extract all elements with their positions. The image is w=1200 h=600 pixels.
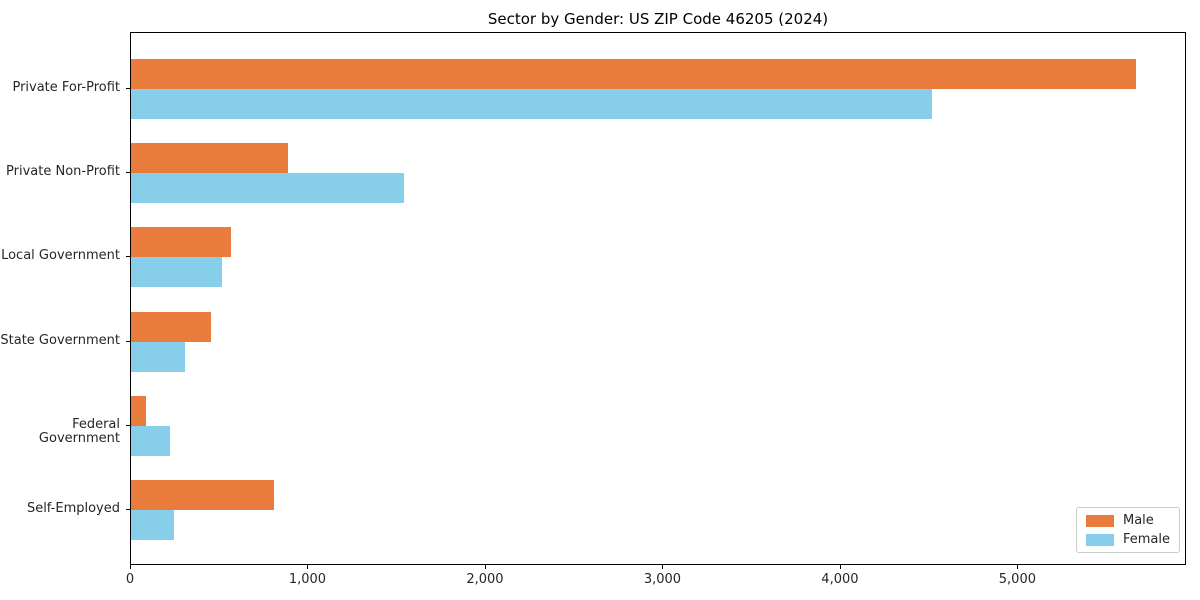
chart-title: Sector by Gender: US ZIP Code 46205 (202… [487, 10, 829, 28]
y-tick-self-employed [126, 509, 130, 510]
bar-male-private-non-profit [131, 143, 289, 174]
bar-male-state-government [131, 311, 211, 342]
x-label-5000: 5,000 [998, 572, 1036, 587]
legend: Male Female [1075, 507, 1180, 553]
bar-female-state-government [131, 341, 186, 372]
x-tick-0 [130, 565, 131, 569]
bars-container [131, 33, 1185, 564]
bar-male-self-employed [131, 480, 274, 510]
legend-label-female: Female [1122, 532, 1170, 547]
legend-swatch-female [1085, 533, 1114, 546]
x-label-1000: 1,000 [288, 572, 327, 587]
bar-female-private-for-profit [131, 89, 933, 119]
bar-female-federal-government [131, 425, 171, 456]
y-tick-private-non-profit [126, 172, 130, 174]
x-tick-1000 [307, 565, 309, 569]
legend-swatch-male [1085, 514, 1114, 527]
y-label-private-non-profit: Private Non-Profit [6, 164, 120, 180]
y-label-private-for-profit: Private For-Profit [12, 80, 120, 95]
bar-female-private-non-profit [131, 173, 405, 204]
plot-area: Male Female [130, 32, 1186, 565]
y-tick-local-government [126, 256, 130, 258]
y-tick-private-for-profit [126, 88, 130, 89]
x-tick-3000 [662, 565, 664, 569]
y-tick-federal-government [126, 424, 130, 426]
y-tick-state-government [126, 340, 130, 342]
bar-male-federal-government [131, 395, 147, 426]
y-label-self-employed: Self-Employed [26, 501, 120, 516]
legend-item-male: Male [1085, 513, 1170, 528]
legend-item-female: Female [1085, 532, 1170, 547]
bar-male-local-government [131, 227, 232, 258]
bar-male-private-for-profit [131, 59, 1137, 89]
x-label-0: 0 [125, 572, 135, 587]
x-tick-2000 [484, 565, 486, 569]
y-label-federal-government: Federal Government [38, 416, 120, 446]
x-tick-4000 [839, 565, 841, 569]
x-tick-5000 [1017, 565, 1019, 569]
legend-label-male: Male [1122, 513, 1154, 528]
y-label-local-government: Local Government [1, 248, 120, 264]
bar-female-self-employed [131, 510, 175, 540]
bar-female-local-government [131, 257, 222, 288]
x-label-2000: 2,000 [466, 572, 504, 587]
x-label-4000: 4,000 [821, 572, 859, 587]
x-label-3000: 3,000 [643, 572, 682, 587]
y-label-state-government: State Government [0, 332, 120, 348]
